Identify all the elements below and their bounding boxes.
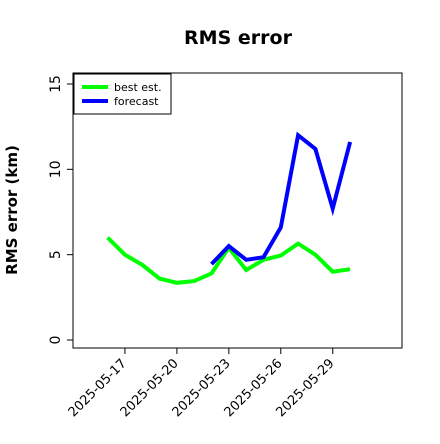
plot-frame [72, 72, 403, 349]
chart-title: RMS error [184, 27, 293, 49]
y-tick-label-5: 5 [48, 250, 64, 259]
legend-label-best-est: best est. [114, 81, 162, 94]
y-tick-label-15: 15 [48, 75, 64, 93]
series-lines [106, 131, 353, 285]
legend-label-forecast: forecast [114, 95, 159, 108]
legend: best est.forecast [73, 73, 172, 115]
y-tick-label-10: 10 [48, 160, 64, 178]
legend-box [73, 73, 172, 115]
y-axis-label: RMS error (km) [3, 145, 21, 275]
axes: 0510152025-05-172025-05-202025-05-232025… [48, 72, 403, 420]
y-tick-label-0: 0 [48, 336, 64, 345]
series-line-forecast [210, 131, 353, 266]
